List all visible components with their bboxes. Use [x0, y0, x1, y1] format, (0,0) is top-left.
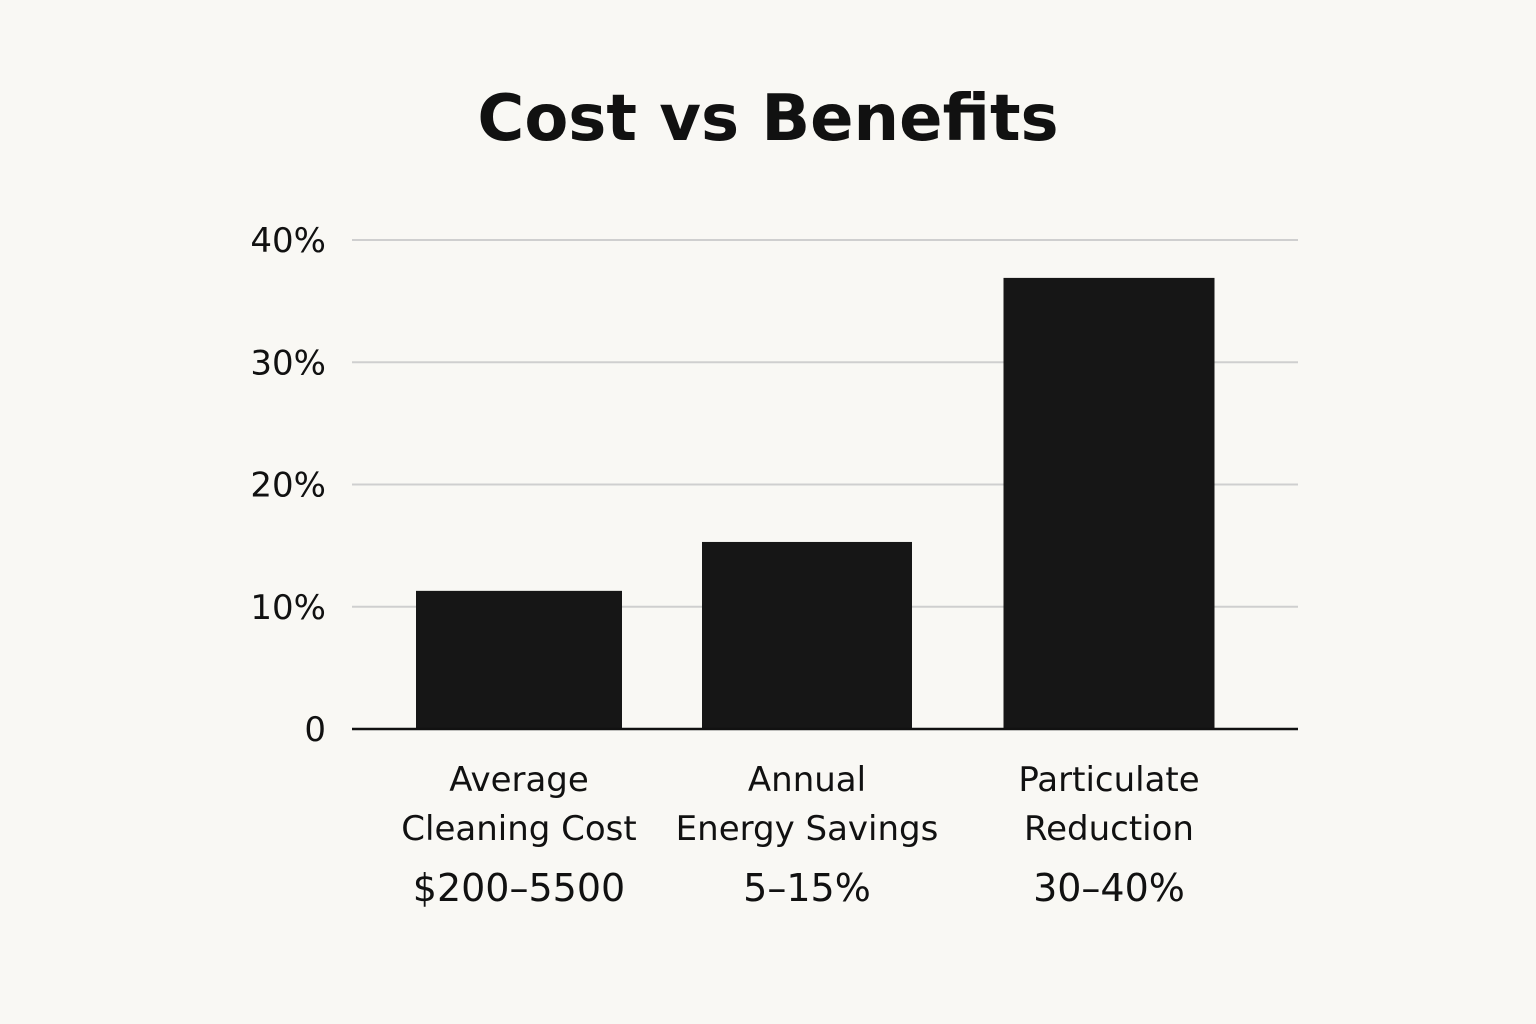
category-labels: Average Cleaning Cost $200–5500 Annual Energ…	[401, 760, 1199, 910]
category-label-3-line-1: Particulate	[1018, 760, 1199, 800]
category-label-2-line-2: Energy Savings	[676, 809, 939, 849]
bar-1	[416, 590, 622, 729]
bars	[416, 277, 1215, 729]
category-label-1-line-1: Average	[449, 760, 589, 800]
y-tick-label-30: 30%	[250, 343, 326, 383]
y-tick-label-10: 10%	[250, 588, 326, 628]
bar-2	[702, 541, 912, 729]
category-label-3-line-2: Reduction	[1024, 809, 1194, 849]
bar-3	[1003, 277, 1215, 729]
category-range-label-3: 30–40%	[1033, 866, 1185, 910]
category-label-1-line-2: Cleaning Cost	[401, 809, 636, 849]
category-range-label-2: 5–15%	[743, 866, 871, 910]
category-label-2-line-1: Annual	[748, 760, 866, 800]
y-tick-label-20: 20%	[250, 466, 326, 506]
y-tick-label-0: 0	[304, 710, 326, 750]
chart-title: Cost vs Benefits	[477, 82, 1058, 156]
y-tick-label-40: 40%	[250, 221, 326, 261]
y-tick-labels: 0 10% 20% 30% 40%	[250, 221, 326, 750]
category-range-label-1: $200–5500	[413, 866, 625, 910]
